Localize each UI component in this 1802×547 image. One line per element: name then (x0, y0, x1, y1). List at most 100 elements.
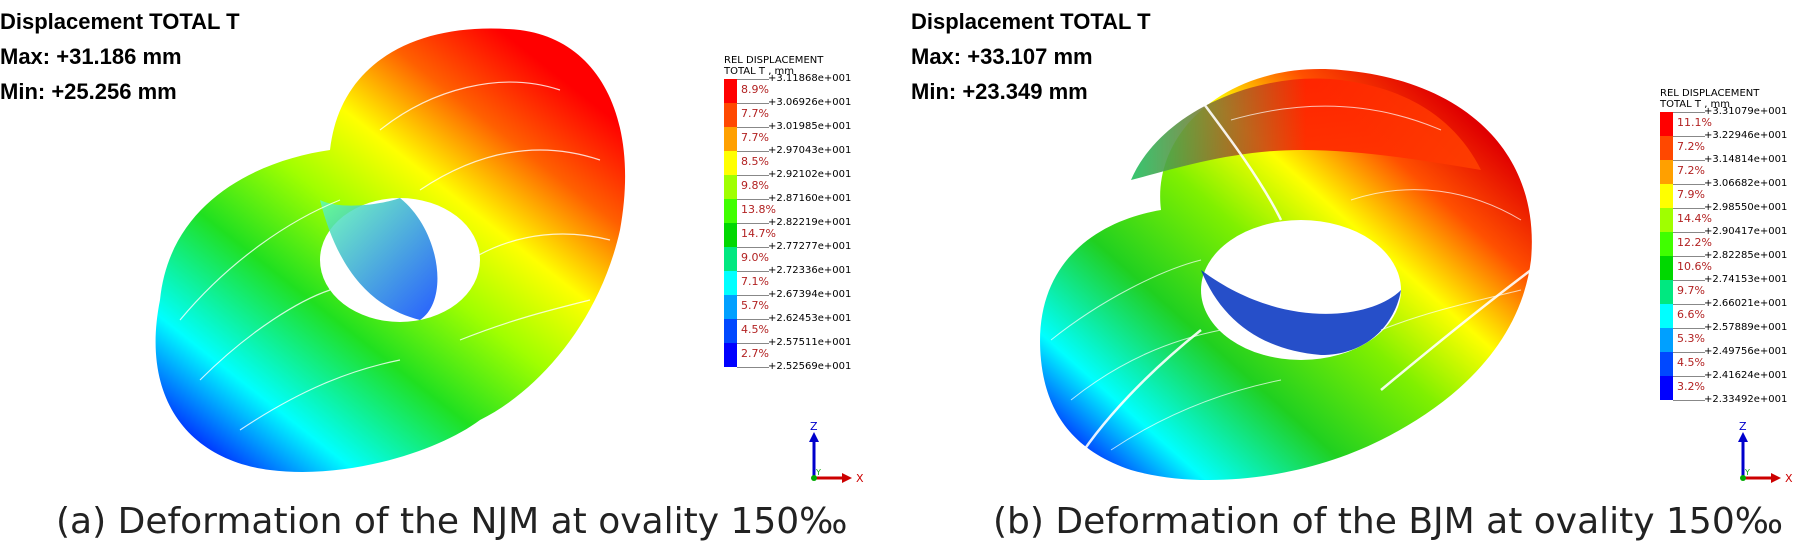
legend-title-line1: REL DISPLACEMENT (724, 55, 824, 66)
axis-y-label: Y (1744, 468, 1750, 477)
legend-band: 7.9% (1660, 184, 1759, 208)
legend-percentage: 9.8% (741, 179, 769, 192)
legend-title-line1: REL DISPLACEMENT (1660, 88, 1760, 99)
legend-percentage: 7.7% (741, 107, 769, 120)
axis-x-label: X (856, 472, 864, 485)
legend-swatch (724, 127, 737, 151)
legend-band: 10.6% (1660, 256, 1759, 280)
legend-tick-label: +2.49756e+001 (1704, 346, 1788, 357)
panel-bjm: Displacement TOTAL T Max: +33.107 mm Min… (901, 0, 1802, 547)
axis-x-label: X (1785, 472, 1793, 485)
legend-swatch (724, 343, 737, 367)
legend-tick-label: +2.72336e+001 (768, 265, 852, 276)
legend-tick-line (737, 103, 769, 104)
axis-z-label: Z (810, 420, 818, 433)
legend-percentage: 14.4% (1677, 212, 1712, 225)
axis-y-label: Y (815, 468, 821, 477)
legend-band: 9.0% (724, 247, 823, 271)
legend-percentage: 2.7% (741, 347, 769, 360)
legend-tick-line (737, 295, 769, 296)
color-legend: REL DISPLACEMENT TOTAL T , mm 8.9% 7.7% 7.… (724, 55, 851, 372)
legend-tick-label: +2.87160e+001 (768, 193, 852, 204)
legend-band: 14.7% (724, 223, 823, 247)
min-value: Min: +25.256 mm (0, 79, 177, 104)
legend-tick-label: +2.74153e+001 (1704, 274, 1788, 285)
legend-percentage: 9.0% (741, 251, 769, 264)
legend-swatch (1660, 160, 1673, 184)
legend-percentage: 3.2% (1677, 380, 1705, 393)
legend-band: 5.3% (1660, 328, 1759, 352)
njm-deformation-model (155, 28, 626, 472)
legend-tick-line (1673, 136, 1705, 137)
legend-swatch (1660, 136, 1673, 160)
legend-swatch (724, 223, 737, 247)
legend-band: 13.8% (724, 199, 823, 223)
legend-percentage: 4.5% (1677, 356, 1705, 369)
legend-swatch (1660, 112, 1673, 136)
legend-tick-label: +3.31079e+001 (1704, 106, 1788, 117)
legend-tick-line (737, 367, 769, 368)
legend-tick-label: +2.82285e+001 (1704, 250, 1788, 261)
legend-tick-line (737, 79, 769, 80)
legend-percentage: 4.5% (741, 323, 769, 336)
legend-tick-line (1673, 160, 1705, 161)
legend-band: 11.1% (1660, 112, 1759, 136)
legend-swatch (724, 199, 737, 223)
result-header: Displacement TOTAL T Max: +31.186 mm Min… (0, 4, 240, 109)
legend-tick-line (737, 343, 769, 344)
legend-swatch (724, 247, 737, 271)
legend-percentage: 14.7% (741, 227, 776, 240)
legend-percentage: 7.9% (1677, 188, 1705, 201)
legend-tick-line (1673, 328, 1705, 329)
legend-scale: 8.9% 7.7% 7.7% 8.5% 9.8% 13.8% 14.7% 9.0% 7.1% 5.… (724, 73, 851, 372)
legend-band: 3.2% (1660, 376, 1759, 400)
legend-tick-line (1673, 232, 1705, 233)
legend-tick-line (737, 199, 769, 200)
legend-percentage: 7.7% (741, 131, 769, 144)
legend-tick-label: +2.97043e+001 (768, 145, 852, 156)
legend-tick-label: +2.52569e+001 (768, 361, 852, 372)
legend-swatch (724, 79, 737, 103)
legend-tick-label: +3.22946e+001 (1704, 130, 1788, 141)
legend-percentage: 9.7% (1677, 284, 1705, 297)
legend-swatch (1660, 208, 1673, 232)
legend-tick-line (1673, 112, 1705, 113)
legend-tick-line (1673, 256, 1705, 257)
legend-tick-label: +2.66021e+001 (1704, 298, 1788, 309)
legend-percentage: 7.1% (741, 275, 769, 288)
legend-swatch (724, 295, 737, 319)
legend-swatch (1660, 280, 1673, 304)
legend-tick-line (1673, 208, 1705, 209)
legend-tick-label: +3.14814e+001 (1704, 154, 1788, 165)
result-title: Displacement TOTAL T (911, 9, 1151, 34)
legend-swatch (1660, 304, 1673, 328)
legend-swatch (1660, 184, 1673, 208)
legend-percentage: 5.7% (741, 299, 769, 312)
legend-band: 7.7% (724, 103, 823, 127)
legend-swatch (1660, 256, 1673, 280)
legend-percentage: 10.6% (1677, 260, 1712, 273)
legend-tick-line (1673, 304, 1705, 305)
legend-tick-line (1673, 352, 1705, 353)
legend-band: 7.1% (724, 271, 823, 295)
legend-band: 8.5% (724, 151, 823, 175)
legend-band: 5.7% (724, 295, 823, 319)
legend-percentage: 8.5% (741, 155, 769, 168)
legend-swatch (1660, 232, 1673, 256)
legend-tick-line (737, 127, 769, 128)
legend-tick-line (737, 271, 769, 272)
legend-percentage: 7.2% (1677, 140, 1705, 153)
legend-tick-line (737, 247, 769, 248)
legend-swatch (724, 271, 737, 295)
legend-swatch (724, 103, 737, 127)
legend-tick-label: +2.57889e+001 (1704, 322, 1788, 333)
legend-band: 4.5% (1660, 352, 1759, 376)
legend-tick-line (737, 175, 769, 176)
legend-tick-label: +2.33492e+001 (1704, 394, 1788, 405)
legend-band: 4.5% (724, 319, 823, 343)
legend-tick-line (737, 319, 769, 320)
bjm-deformation-model (1040, 69, 1532, 480)
max-value: Max: +33.107 mm (911, 44, 1093, 69)
legend-percentage: 13.8% (741, 203, 776, 216)
legend-band: 9.8% (724, 175, 823, 199)
